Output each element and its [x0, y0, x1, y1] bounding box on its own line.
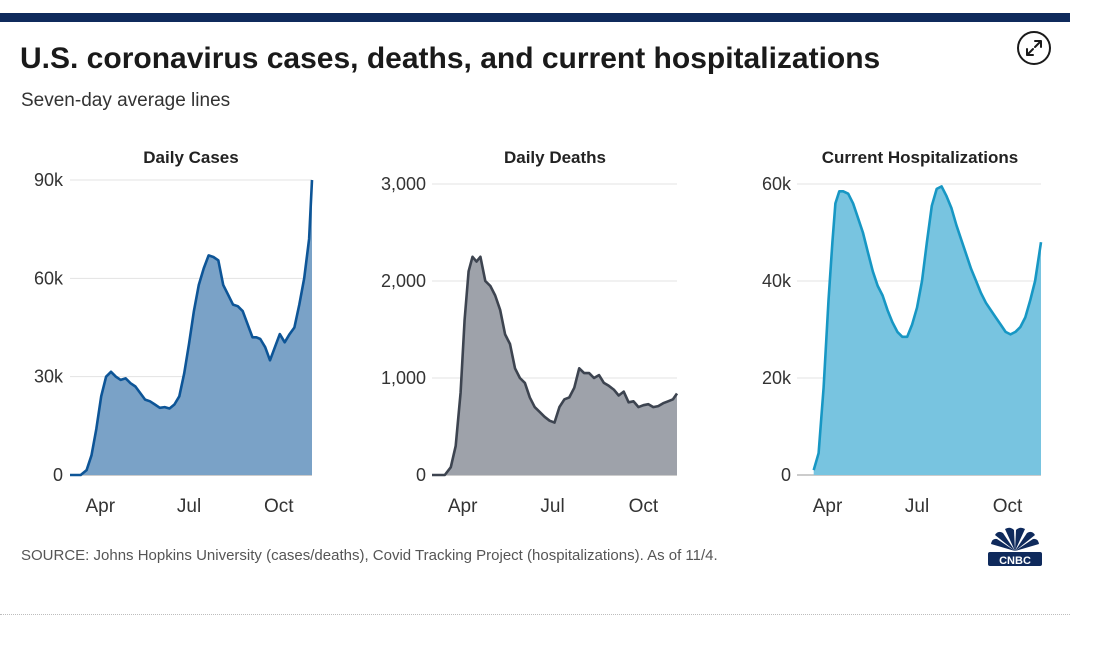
series-area — [70, 180, 312, 475]
y-tick-label: 0 — [781, 465, 791, 485]
series-line — [812, 185, 1043, 471]
x-tick-label: Jul — [905, 496, 929, 517]
y-tick-label: 30k — [34, 367, 64, 387]
y-tick-label: 2,000 — [381, 271, 426, 291]
y-tick-label: 0 — [416, 465, 426, 485]
y-tick-label: 40k — [762, 271, 792, 291]
y-tick-label: 0 — [53, 465, 63, 485]
x-tick-label: Apr — [448, 496, 478, 517]
x-tick-label: Apr — [85, 496, 115, 517]
y-tick-label: 3,000 — [381, 174, 426, 194]
series-area — [813, 186, 1041, 475]
panel-current-hospitalizations: Current Hospitalizations 0 20k 40k 60k Apr Ju… — [762, 148, 1043, 517]
x-tick-label: Oct — [993, 496, 1023, 517]
panel-title: Current Hospitalizations — [822, 148, 1018, 167]
panel-title: Daily Cases — [143, 148, 238, 167]
x-tick-label: Oct — [629, 496, 659, 517]
panel-daily-cases: Daily Cases 0 30k 60k 90k Apr Jul Oct — [34, 148, 314, 517]
chart-headline: U.S. coronavirus cases, deaths, and curr… — [20, 42, 881, 75]
y-tick-label: 90k — [34, 170, 64, 190]
series-area — [432, 256, 677, 475]
top-accent-bar — [0, 13, 1070, 22]
source-note: SOURCE: Johns Hopkins University (cases/… — [21, 547, 718, 564]
logo-wordmark: CNBC — [999, 555, 1031, 567]
y-tick-label: 60k — [762, 174, 792, 194]
cnbc-peacock-logo: CNBC — [988, 527, 1042, 567]
y-tick-label: 60k — [34, 268, 64, 288]
y-tick-label: 20k — [762, 368, 792, 388]
y-tick-label: 1,000 — [381, 368, 426, 388]
series-line — [70, 179, 314, 477]
series-line — [432, 255, 679, 477]
x-tick-label: Jul — [540, 496, 564, 517]
expand-arrows-icon — [1026, 40, 1042, 56]
x-tick-label: Apr — [813, 496, 843, 517]
chart-subtitle: Seven-day average lines — [21, 90, 231, 111]
expand-button[interactable] — [1017, 31, 1051, 65]
x-tick-label: Jul — [177, 496, 201, 517]
bottom-divider — [0, 614, 1070, 615]
x-tick-label: Oct — [264, 496, 294, 517]
panel-daily-deaths: Daily Deaths 0 1,000 2,000 3,000 Apr Jul Oct — [381, 148, 679, 517]
panel-title: Daily Deaths — [504, 148, 606, 167]
